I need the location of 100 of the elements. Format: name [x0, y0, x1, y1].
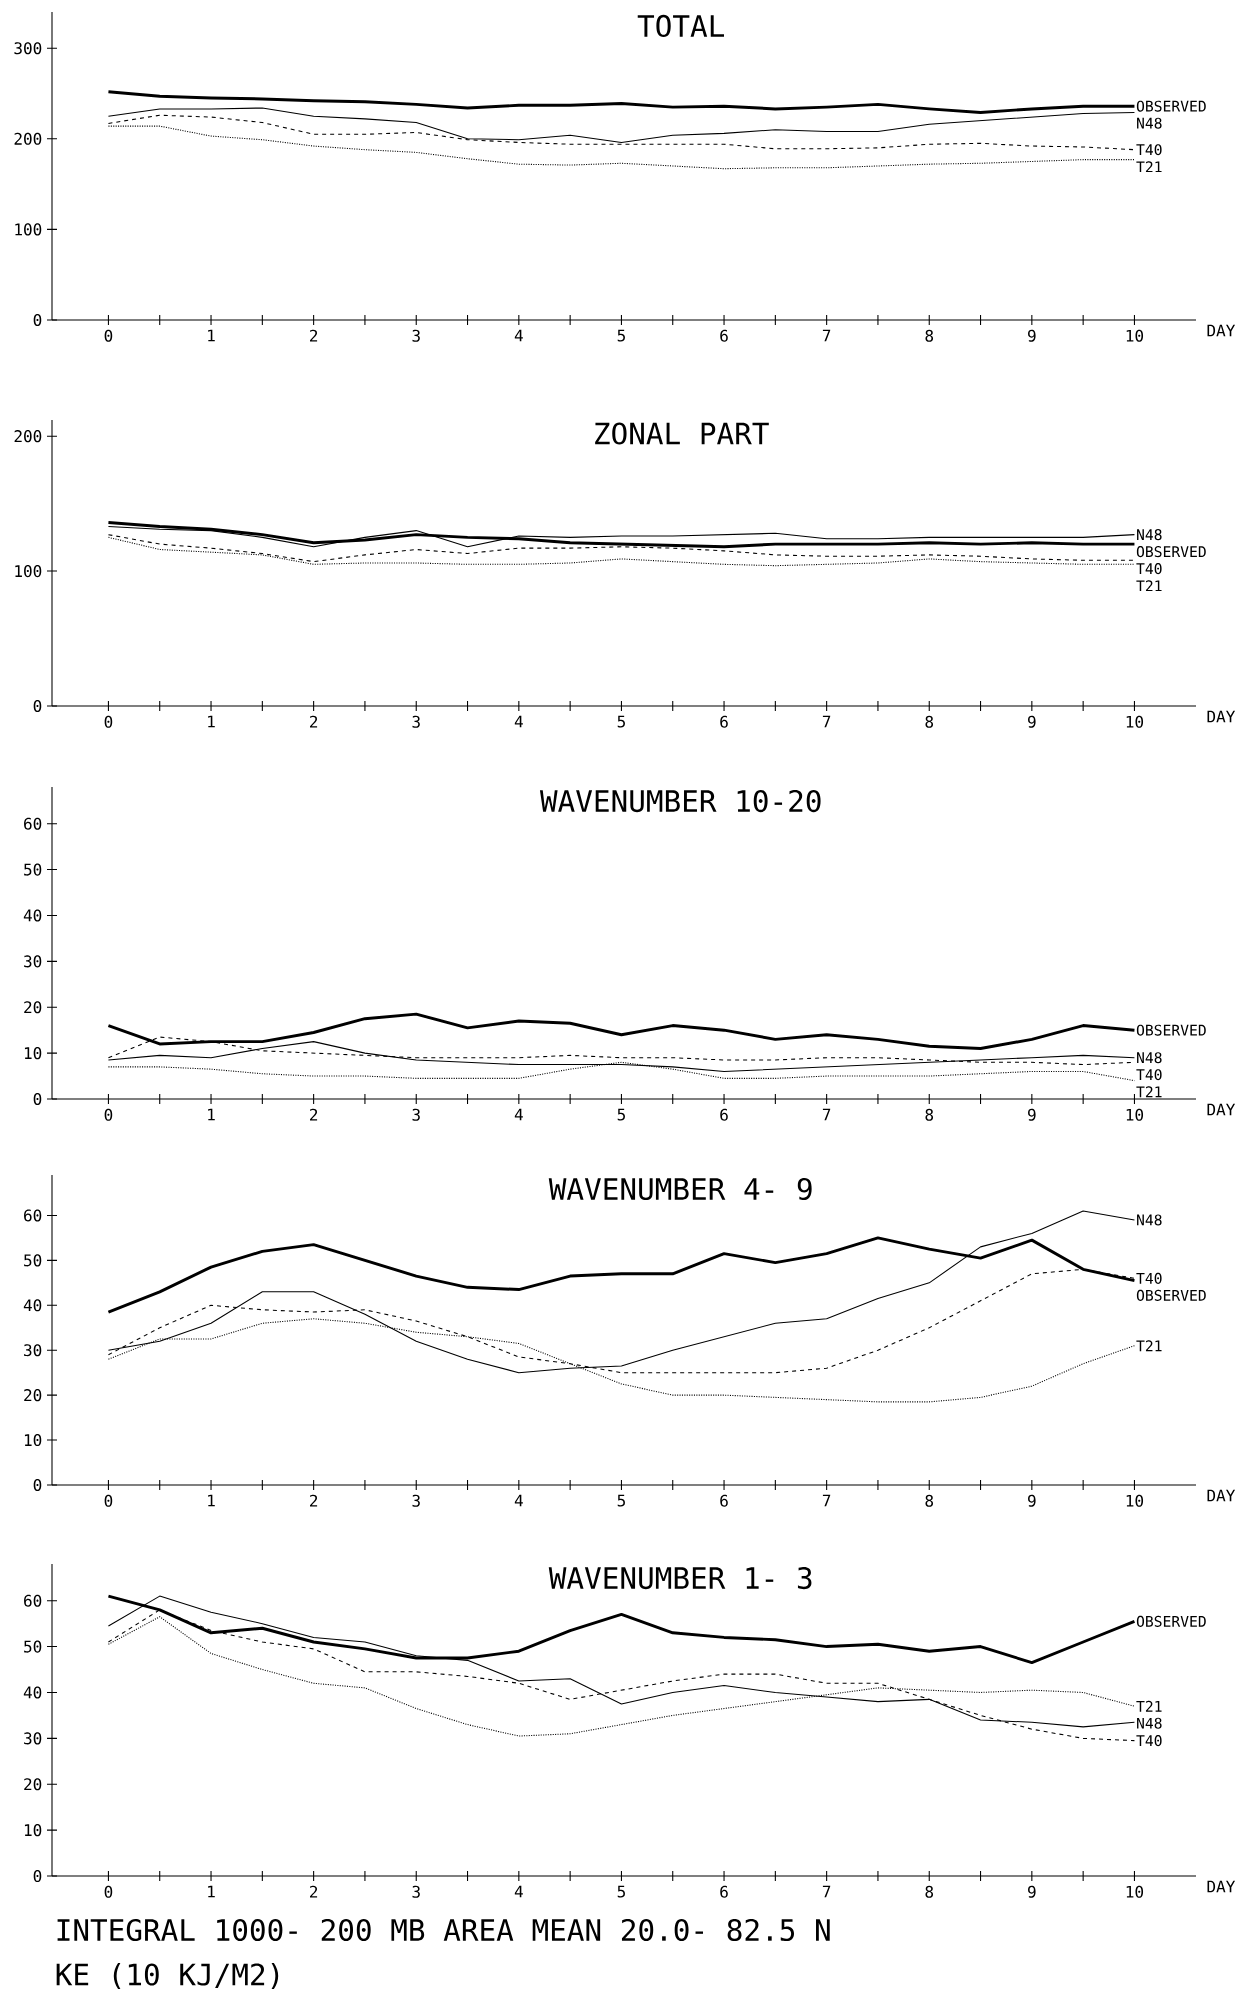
y-tick-label: 60: [24, 1209, 42, 1222]
x-tick-label: 6: [720, 715, 728, 728]
x-tick-label: 6: [720, 1494, 728, 1507]
series-label: T40: [1136, 1272, 1162, 1284]
text: INTEGRAL 1000- 200 MB AREA MEAN 20.0- 82.5 N: [57, 1918, 830, 1942]
series-label: N48: [1137, 1052, 1162, 1064]
x-tick-label: 5: [617, 715, 625, 728]
y-tick-label: 0: [33, 313, 42, 327]
x-tick-label: 0: [104, 1885, 113, 1898]
series-label: OBSERVED: [1136, 100, 1206, 112]
series-label: OBSERVED: [1136, 1289, 1206, 1301]
x-tick-label: 2: [310, 1494, 318, 1507]
series-label: T40: [1136, 563, 1162, 575]
y-tick-label: 40: [23, 1686, 42, 1699]
y-tick-label: 40: [23, 1299, 42, 1312]
x-axis-title: DAY: [1207, 710, 1236, 723]
y-tick-label: 0: [33, 1092, 42, 1106]
y-tick-label: 40: [23, 909, 42, 922]
x-tick-label: 7: [822, 329, 831, 342]
y-tick-label: 50: [24, 863, 42, 876]
x-tick-label: 10: [1126, 1494, 1144, 1507]
y-tick-label: 300: [14, 42, 42, 55]
series-label: OBSERVED: [1136, 1024, 1206, 1036]
x-tick-label: 4: [514, 715, 523, 728]
x-tick-label: 3: [412, 1108, 420, 1121]
y-tick-label: 20: [24, 1001, 42, 1014]
series-label: T21: [1136, 1700, 1162, 1712]
x-tick-label: 9: [1028, 1494, 1036, 1507]
y-tick-label: 30: [24, 1344, 42, 1357]
series-label: N48: [1137, 1214, 1162, 1226]
x-tick-label: 10: [1126, 1108, 1144, 1121]
text: KE (10 KJ/M2): [56, 1962, 279, 1990]
x-tick-label: 4: [514, 1108, 523, 1121]
x-tick-label: 4: [514, 1494, 523, 1507]
x-tick-label: 3: [412, 329, 420, 342]
y-tick-label: 0: [33, 1478, 42, 1492]
y-tick-label: 30: [24, 955, 42, 968]
y-tick-label: 20: [24, 1778, 42, 1791]
y-tick-label: 200: [14, 132, 42, 145]
series-label: T40: [1136, 1735, 1162, 1747]
x-tick-label: 6: [720, 1885, 728, 1898]
x-tick-label: 2: [310, 1108, 318, 1121]
series-label: OBSERVED: [1136, 546, 1206, 558]
chart-title: WAVENUMBER 4- 9: [548, 1177, 812, 1201]
chart-title: WAVENUMBER 10-20: [539, 789, 821, 813]
x-tick-label: 0: [104, 1108, 113, 1121]
x-tick-label: 3: [412, 1885, 420, 1898]
series-label: OBSERVED: [1136, 1615, 1206, 1627]
chart-title: WAVENUMBER 1- 3: [548, 1566, 812, 1590]
y-tick-label: 60: [24, 1594, 42, 1607]
x-tick-label: 5: [617, 1108, 625, 1121]
x-tick-label: 7: [822, 715, 831, 728]
series-label: N48: [1137, 529, 1162, 541]
chart-title: ZONAL PART: [595, 422, 769, 445]
x-tick-label: 0: [104, 715, 113, 728]
x-tick-label: 2: [310, 329, 318, 342]
series-label: T21: [1136, 1086, 1162, 1098]
x-tick-label: 10: [1126, 1885, 1144, 1898]
y-tick-label: 30: [24, 1732, 42, 1745]
x-tick-label: 0: [104, 329, 113, 342]
x-tick-label: 8: [925, 1108, 934, 1121]
x-tick-label: 9: [1028, 1885, 1036, 1898]
x-tick-label: 7: [822, 1885, 831, 1898]
x-tick-label: 4: [514, 1885, 523, 1898]
x-tick-label: 9: [1028, 329, 1036, 342]
x-tick-label: 6: [720, 329, 728, 342]
x-tick-label: 1: [208, 1494, 215, 1507]
x-tick-label: 8: [925, 715, 934, 728]
x-axis-title: DAY: [1207, 1489, 1236, 1502]
x-tick-label: 3: [412, 715, 420, 728]
x-axis-title: DAY: [1207, 324, 1236, 337]
x-tick-label: 5: [617, 1885, 625, 1898]
chart-title: TOTAL: [637, 14, 724, 38]
y-tick-label: 50: [24, 1640, 42, 1653]
x-tick-label: 5: [617, 329, 625, 342]
x-axis-title: DAY: [1207, 1880, 1236, 1893]
series-label: N48: [1137, 117, 1162, 129]
x-tick-label: 4: [514, 329, 523, 342]
y-tick-label: 10: [24, 1434, 42, 1447]
y-tick-label: 50: [24, 1254, 42, 1267]
y-tick-label: 0: [33, 1869, 42, 1883]
x-tick-label: 1: [208, 329, 215, 342]
x-tick-label: 7: [822, 1494, 831, 1507]
y-tick-label: 10: [24, 1824, 42, 1837]
x-tick-label: 10: [1126, 715, 1144, 728]
x-tick-label: 5: [617, 1494, 625, 1507]
x-tick-label: 9: [1028, 1108, 1036, 1121]
x-tick-label: 2: [310, 1885, 318, 1898]
x-tick-label: 8: [925, 1885, 934, 1898]
x-tick-label: 6: [720, 1108, 728, 1121]
y-tick-label: 100: [15, 223, 42, 236]
x-tick-label: 3: [412, 1494, 420, 1507]
x-tick-label: 1: [208, 1885, 215, 1898]
y-tick-label: 20: [24, 1389, 42, 1402]
series-label: T40: [1136, 1069, 1162, 1081]
x-axis-title: DAY: [1207, 1103, 1236, 1116]
x-tick-label: 8: [925, 329, 934, 342]
x-tick-label: 0: [104, 1494, 113, 1507]
x-tick-label: 8: [925, 1494, 934, 1507]
y-tick-label: 100: [15, 565, 42, 578]
